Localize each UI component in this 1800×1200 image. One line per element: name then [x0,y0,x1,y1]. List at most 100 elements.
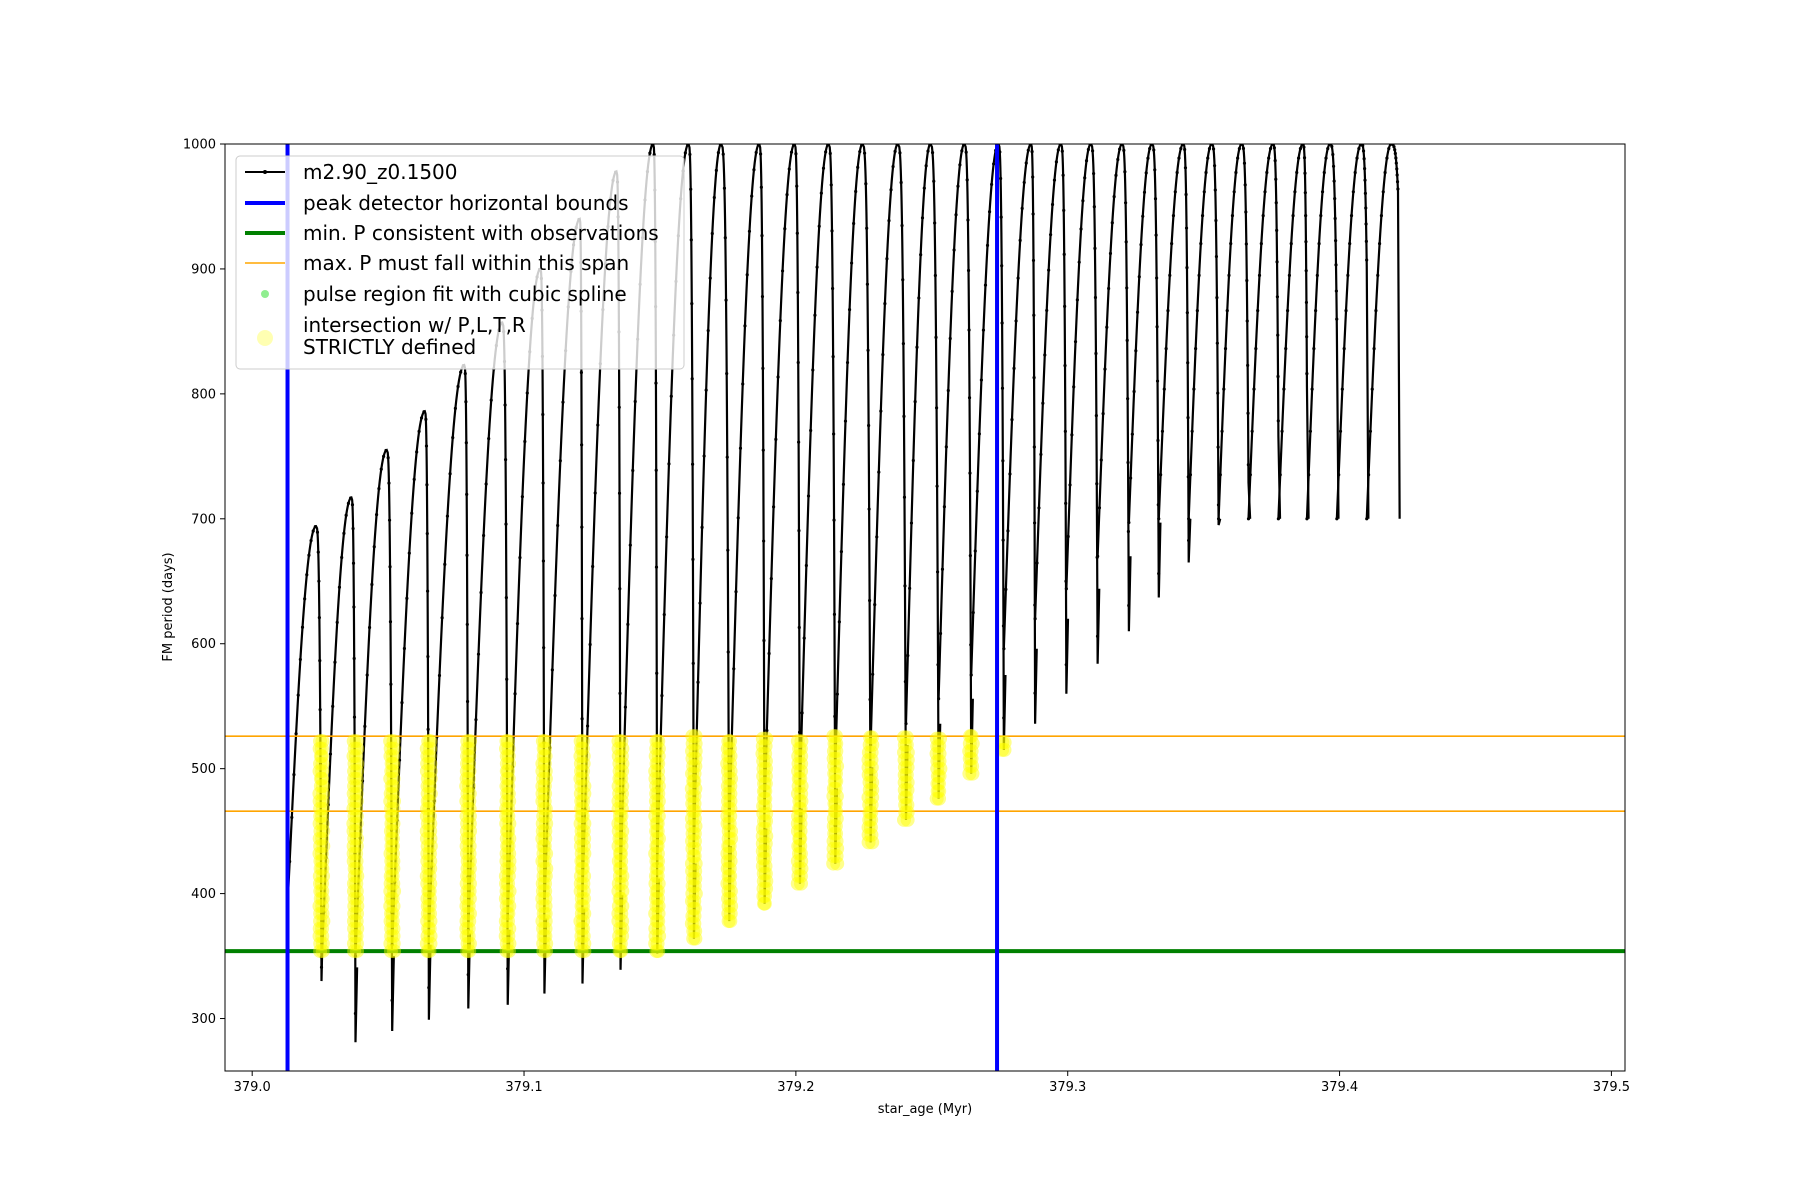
series-point [1095,482,1099,486]
intersection-marker [313,839,328,854]
series-point [1319,213,1323,218]
series-point [1068,483,1072,487]
series-point [1033,617,1037,621]
series-point [352,715,357,719]
intersection-marker [965,759,980,774]
intersection-marker [614,794,629,809]
intersection-marker [574,944,589,959]
series-point [1001,459,1005,463]
series-point [1215,295,1219,300]
series-point [1022,180,1026,185]
intersection-marker [576,914,591,929]
intersection-marker [538,786,553,801]
intersection-marker [462,794,477,809]
intersection-marker [498,869,513,884]
intersection-marker [535,831,550,846]
intersection-marker [575,741,590,756]
series-point [1211,147,1216,151]
series-point [1207,147,1212,151]
series-point [505,766,509,771]
intersection-marker [350,899,365,914]
intersection-marker [537,734,552,749]
series-point [484,482,488,486]
intersection-marker [721,771,736,786]
series-point [1006,529,1010,533]
intersection-marker [864,797,879,812]
intersection-marker [614,906,629,921]
series-point [887,219,891,223]
intersection-marker [932,769,947,784]
intersection-marker [459,914,474,929]
series-point [858,150,862,154]
intersection-marker [688,759,703,774]
intersection-marker [313,944,328,959]
intersection-marker [536,869,551,884]
intersection-marker [313,876,328,891]
intersection-marker [347,869,362,884]
series-point [1273,159,1277,163]
series-point [579,370,584,375]
intersection-marker [611,839,626,854]
intersection-marker [614,839,629,854]
intersection-marker [613,891,628,906]
series-point [821,166,826,170]
intersection-marker [538,869,553,884]
intersection-marker [500,786,515,801]
series-point [727,878,731,882]
intersection-marker [422,794,437,809]
series-point [1114,173,1118,177]
series-point [505,863,509,867]
intersection-marker [651,749,666,764]
series-point [898,151,902,155]
series-point [410,511,414,515]
intersection-marker [756,799,771,814]
series-point [541,481,545,485]
intersection-marker [759,874,774,889]
series-point [1332,179,1336,183]
intersection-marker [611,794,626,809]
series-point [1032,445,1036,449]
series-point [828,151,832,156]
series-point [1333,239,1338,243]
series-point [1242,161,1247,165]
intersection-marker [723,891,738,906]
intersection-marker [385,869,400,884]
intersection-marker [721,906,736,921]
intersection-marker [649,899,664,914]
intersection-marker [828,819,843,834]
series-point [395,818,399,822]
series-point [1142,190,1147,194]
series-point [511,765,515,769]
intersection-marker [963,759,978,774]
intersection-marker [502,854,517,869]
series-point [873,603,877,607]
series-point [655,862,659,866]
series-point [1315,273,1319,277]
intersection-marker [459,839,474,854]
series-point [463,371,467,376]
series-point [683,151,687,155]
intersection-marker [350,921,365,936]
series-point [558,459,562,463]
series-point [741,382,745,386]
series-point [363,724,367,728]
intersection-marker [651,756,666,771]
intersection-marker [612,831,627,846]
intersection-marker [792,831,807,846]
y-axis-label: FM period (days) [161,552,176,661]
series-point [1303,171,1307,175]
series-point [824,150,828,154]
intersection-marker [615,884,630,899]
series-point [300,625,305,629]
intersection-marker [347,891,362,906]
intersection-marker [347,771,362,786]
intersection-marker [385,914,400,929]
intersection-marker [314,846,329,861]
intersection-marker [758,784,773,799]
intersection-marker [611,876,626,891]
intersection-marker [791,771,806,786]
intersection-marker [535,764,550,779]
intersection-marker [539,936,554,951]
intersection-marker [574,899,589,914]
